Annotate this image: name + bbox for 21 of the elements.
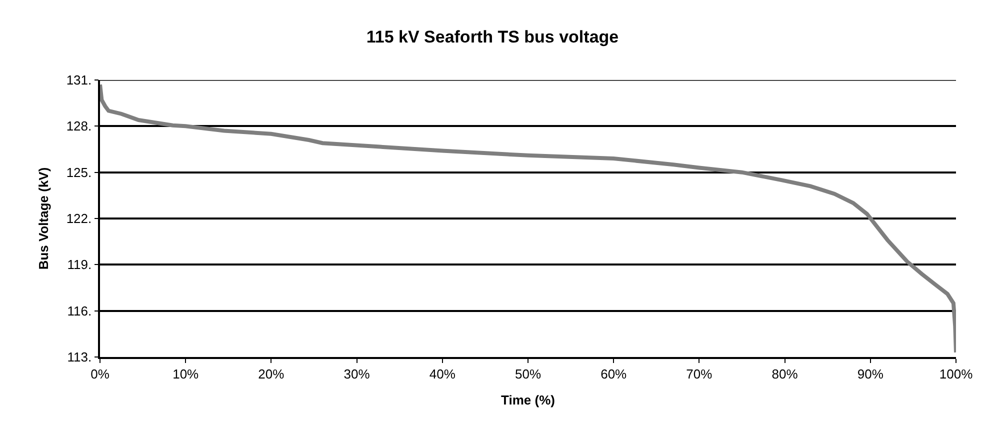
y-tick-label: 122.	[66, 211, 92, 226]
x-tick-label: 20%	[258, 366, 285, 382]
y-tick-label: 128.	[66, 118, 92, 134]
y-tick-label: 125.	[66, 164, 92, 180]
x-tick-label: 90%	[857, 366, 884, 382]
x-tick-label: 80%	[772, 366, 798, 382]
x-tick-label: 40%	[429, 366, 456, 382]
x-axis-title: Time (%)	[501, 392, 555, 408]
x-tick-label: 70%	[686, 366, 713, 382]
y-tick-label: 131.	[66, 72, 92, 88]
x-tick-label: 60%	[600, 366, 628, 382]
x-tick-label: 30%	[344, 366, 370, 382]
y-tick-label: 119.	[67, 257, 92, 272]
x-tick-label: 10%	[172, 366, 200, 382]
x-tick-label: 50%	[514, 366, 542, 382]
y-tick-label: 116.	[67, 303, 92, 318]
x-tick-label: 0%	[90, 366, 110, 382]
chart-title: 115 kV Seaforth TS bus voltage	[366, 27, 619, 46]
y-tick-label: 113.	[67, 350, 92, 365]
x-tick-label: 100%	[939, 366, 974, 382]
y-axis-title: Bus Voltage (kV)	[36, 167, 51, 270]
